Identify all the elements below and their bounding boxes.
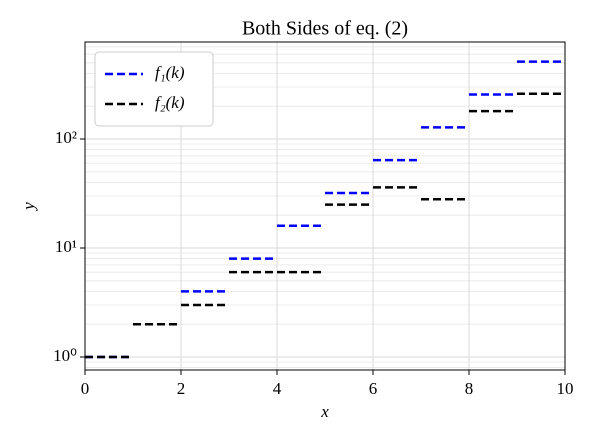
x-tick-label: 0 [81,379,90,398]
y-tick-label: 10² [55,128,77,147]
x-tick-label: 10 [557,379,574,398]
plot-frame [84,41,566,371]
x-tick-label: 2 [177,379,186,398]
x-axis-label: x [320,402,329,421]
y-tick-label: 10¹ [55,237,77,256]
x-tick-label: 4 [273,379,282,398]
legend-label: f₁(k) [155,63,185,82]
x-tick-label: 6 [369,379,378,398]
legend-box [94,51,214,127]
y-tick-label: 10⁰ [53,346,77,365]
y-axis-label: y [19,202,38,212]
chart-title: Both Sides of eq. (2) [242,18,408,40]
legend-label: f₂(k) [155,93,185,112]
x-tick-label: 8 [465,379,474,398]
